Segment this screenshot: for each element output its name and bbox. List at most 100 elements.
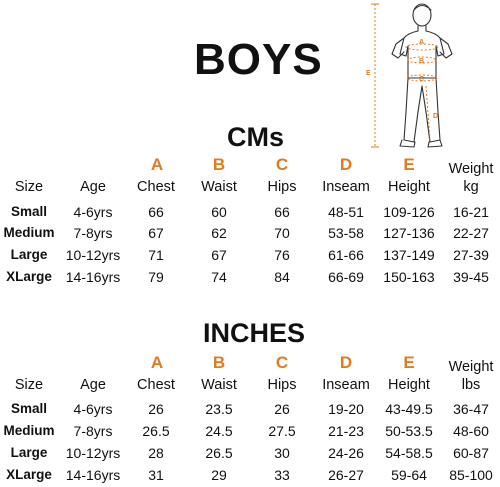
body-measurement-figure: A B C D E: [366, 3, 453, 148]
height-cell: 127-136: [383, 225, 435, 241]
age-cell: 4-6yrs: [73, 204, 113, 220]
cm-section-title: CMs: [227, 122, 285, 152]
height-cell: 59-64: [391, 467, 427, 483]
waist-cell: 29: [211, 467, 227, 483]
in-header-waist: Waist: [201, 377, 237, 393]
in-header-weight: Weight: [448, 359, 494, 375]
age-cell: 7-8yrs: [73, 225, 113, 241]
age-cell: 7-8yrs: [73, 423, 113, 439]
cm-header-age: Age: [80, 179, 106, 195]
figure-label-b: B: [419, 58, 424, 65]
cm-header-hips: Hips: [267, 179, 297, 195]
inches-section-title: INCHES: [203, 318, 306, 348]
in-header-height: Height: [388, 377, 430, 393]
inseam-cell: 19-20: [328, 401, 364, 417]
weight-cell: 22-27: [453, 225, 489, 241]
age-cell: 4-6yrs: [73, 401, 113, 417]
in-letter-e: E: [403, 353, 415, 372]
inseam-cell: 21-23: [328, 423, 364, 439]
height-cell: 50-53.5: [385, 423, 433, 439]
size-label: Small: [10, 401, 48, 416]
cm-header-inseam: Inseam: [322, 179, 370, 195]
cm-letter-e: E: [403, 155, 415, 174]
size-label: Medium: [3, 225, 55, 240]
weight-cell: 27-39: [453, 247, 489, 263]
hips-cell: 66: [274, 204, 290, 220]
height-cell: 109-126: [383, 204, 435, 220]
chest-cell: 28: [148, 445, 164, 461]
inseam-cell: 26-27: [328, 467, 364, 483]
inseam-cell: 66-69: [328, 269, 364, 285]
size-label: Small: [10, 204, 48, 219]
chest-cell: 26: [148, 401, 164, 417]
chest-cell: 26.5: [142, 423, 170, 439]
chest-cell: 66: [148, 204, 164, 220]
age-cell: 14-16yrs: [65, 467, 121, 483]
in-header-weight-unit: lbs: [461, 377, 481, 393]
cm-letter-c: C: [275, 155, 289, 174]
inseam-cell: 48-51: [328, 204, 364, 220]
in-letter-b: B: [212, 353, 226, 372]
weight-cell: 16-21: [453, 204, 489, 220]
chest-cell: 67: [148, 225, 164, 241]
in-header-size: Size: [14, 377, 44, 393]
figure-label-c: C: [419, 76, 424, 83]
waist-cell: 67: [211, 247, 227, 263]
hips-cell: 76: [274, 247, 290, 263]
cm-letter-d: D: [339, 155, 353, 174]
weight-cell: 85-100: [449, 467, 493, 483]
in-header-age: Age: [80, 377, 106, 393]
height-cell: 150-163: [383, 269, 435, 285]
age-cell: 14-16yrs: [65, 269, 121, 285]
page-title: BOYS: [194, 35, 323, 84]
chest-cell: 71: [148, 247, 164, 263]
height-cell: 54-58.5: [385, 445, 433, 461]
age-cell: 10-12yrs: [65, 445, 121, 461]
waist-cell: 74: [211, 269, 227, 285]
waist-cell: 60: [211, 204, 227, 220]
in-header-inseam: Inseam: [322, 377, 370, 393]
figure-label-e: E: [366, 70, 371, 77]
cm-header-size: Size: [14, 179, 44, 195]
height-cell: 43-49.5: [385, 401, 433, 417]
waist-cell: 26.5: [205, 445, 233, 461]
cm-header-weight-unit: kg: [463, 179, 479, 195]
weight-cell: 39-45: [453, 269, 489, 285]
waist-cell: 24.5: [205, 423, 233, 439]
inseam-cell: 61-66: [328, 247, 364, 263]
chest-cell: 31: [148, 467, 164, 483]
in-letter-a: A: [150, 353, 164, 372]
cm-header-chest: Chest: [137, 179, 175, 195]
in-letter-d: D: [339, 353, 353, 372]
weight-cell: 60-87: [453, 445, 489, 461]
size-label: XLarge: [6, 269, 52, 284]
cm-header-waist: Waist: [201, 179, 237, 195]
hips-cell: 33: [274, 467, 290, 483]
in-header-hips: Hips: [267, 377, 297, 393]
inseam-cell: 53-58: [328, 225, 364, 241]
figure-label-d: D: [433, 113, 438, 120]
size-label: Medium: [3, 423, 55, 438]
size-label: Large: [10, 247, 48, 262]
size-label: XLarge: [6, 467, 52, 482]
age-cell: 10-12yrs: [65, 247, 121, 263]
waist-cell: 23.5: [205, 401, 233, 417]
height-cell: 137-149: [383, 247, 435, 263]
weight-cell: 48-60: [453, 423, 489, 439]
cm-letter-a: A: [150, 155, 164, 174]
inseam-cell: 24-26: [328, 445, 364, 461]
size-label: Large: [10, 445, 48, 460]
cm-header-weight: Weight: [448, 161, 494, 177]
chest-cell: 79: [148, 269, 164, 285]
figure-label-a: A: [419, 39, 424, 46]
hips-cell: 30: [274, 445, 290, 461]
hips-cell: 84: [274, 269, 290, 285]
cm-header-height: Height: [388, 179, 430, 195]
in-header-chest: Chest: [137, 377, 175, 393]
in-letter-c: C: [275, 353, 289, 372]
hips-cell: 26: [274, 401, 290, 417]
weight-cell: 36-47: [453, 401, 489, 417]
waist-cell: 62: [211, 225, 227, 241]
hips-cell: 27.5: [268, 423, 296, 439]
hips-cell: 70: [274, 225, 290, 241]
